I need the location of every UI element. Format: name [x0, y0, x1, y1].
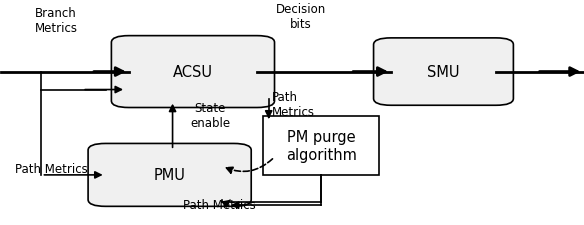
Text: Branch
Metrics: Branch Metrics [34, 7, 78, 35]
FancyArrowPatch shape [232, 202, 242, 208]
Text: State
enable: State enable [190, 101, 231, 129]
FancyArrowPatch shape [227, 159, 273, 173]
FancyArrowPatch shape [169, 106, 176, 148]
FancyArrowPatch shape [540, 68, 578, 76]
FancyArrowPatch shape [266, 111, 272, 118]
FancyArrowPatch shape [85, 87, 121, 93]
FancyArrowPatch shape [94, 68, 123, 76]
Text: Path Metrics: Path Metrics [15, 162, 88, 175]
FancyArrowPatch shape [353, 68, 385, 76]
Text: PMU: PMU [154, 168, 186, 182]
Text: Decision
bits: Decision bits [276, 3, 326, 31]
Text: SMU: SMU [427, 65, 460, 80]
FancyBboxPatch shape [112, 36, 274, 108]
FancyBboxPatch shape [263, 117, 380, 175]
Text: ACSU: ACSU [173, 65, 213, 80]
FancyArrowPatch shape [223, 200, 230, 207]
Text: PM purge
algorithm: PM purge algorithm [286, 130, 357, 162]
FancyBboxPatch shape [374, 39, 513, 106]
Text: Path
Metrics: Path Metrics [272, 90, 315, 118]
Text: Path Metrics: Path Metrics [183, 198, 256, 211]
FancyBboxPatch shape [88, 144, 251, 206]
FancyArrowPatch shape [44, 172, 101, 178]
